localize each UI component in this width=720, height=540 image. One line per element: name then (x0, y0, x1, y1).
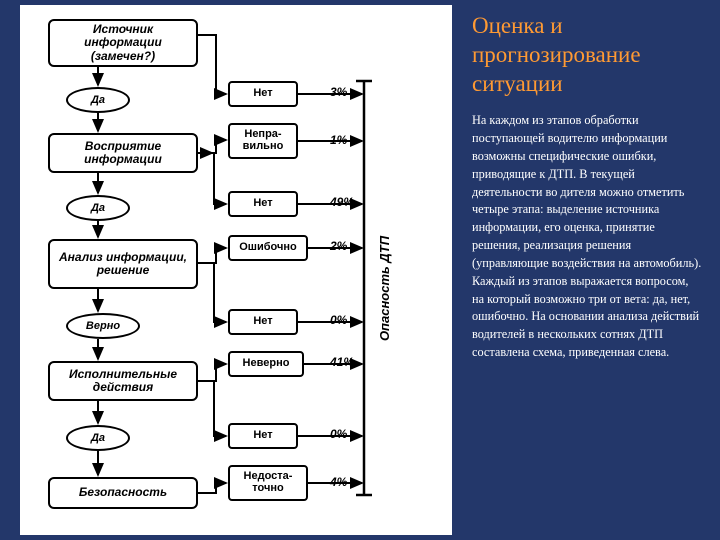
sub-box-neverno: Неверно (228, 351, 304, 377)
sub-box-net1: Нет (228, 81, 298, 107)
pct-p49: 49% (330, 195, 354, 209)
main-box-percept: Восприятие информации (48, 133, 198, 173)
flowchart-diagram: Опасность ДТП Источник информации (замеч… (20, 5, 452, 535)
pct-p0a: 0% (330, 313, 347, 327)
oval-verno: Верно (66, 313, 140, 339)
sub-box-oshib: Ошибочно (228, 235, 308, 261)
pct-p0b: 0% (330, 427, 347, 441)
pct-p4: 4% (330, 475, 347, 489)
body-paragraph: На каждом из этапов обработки поступающе… (472, 112, 702, 362)
sub-box-net2: Нет (228, 191, 298, 217)
oval-da1: Да (66, 87, 130, 113)
main-box-exec: Исполнительные действия (48, 361, 198, 401)
pct-p1: 1% (330, 133, 347, 147)
oval-da2: Да (66, 195, 130, 221)
sub-box-net4: Нет (228, 423, 298, 449)
text-panel: Оценка и прогнозирование ситуации На каж… (452, 0, 720, 540)
sub-box-net3: Нет (228, 309, 298, 335)
pct-p3: 3% (330, 85, 347, 99)
page-title: Оценка и прогнозирование ситуации (472, 12, 702, 98)
main-box-safety: Безопасность (48, 477, 198, 509)
sub-box-nepra: Непра-вильно (228, 123, 298, 159)
danger-axis-label: Опасность ДТП (377, 236, 392, 341)
main-box-analysis: Анализ информации, решение (48, 239, 198, 289)
pct-p41: 41% (330, 355, 354, 369)
main-box-source: Источник информации (замечен?) (48, 19, 198, 67)
oval-da3: Да (66, 425, 130, 451)
pct-p2: 2% (330, 239, 347, 253)
sub-box-nedost: Недоста-точно (228, 465, 308, 501)
